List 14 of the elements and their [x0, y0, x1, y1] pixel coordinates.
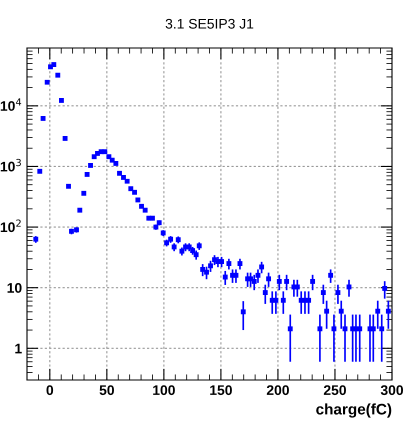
x-tick-label: 100 — [153, 385, 175, 396]
x-tick-label: 0 — [46, 385, 54, 396]
chart-title: 3.1 SE5IP3 J1 — [166, 18, 254, 29]
x-axis-title: charge(fC) — [316, 403, 392, 418]
x-tick-label: 150 — [210, 385, 232, 396]
x-tick-label: 50 — [100, 385, 114, 396]
x-tick-label: 250 — [324, 385, 346, 396]
x-tick-label: 300 — [380, 385, 404, 396]
y-tick-label: 1 — [15, 344, 22, 354]
y-tick-label: 10$^{3}$ — [0, 158, 21, 172]
y-tick-label: 10 — [8, 283, 22, 293]
x-tick-label: 200 — [266, 385, 289, 396]
y-tick-label: 10$^{2}$ — [0, 219, 21, 232]
y-tick-label: 10$^{4}$ — [0, 98, 22, 111]
